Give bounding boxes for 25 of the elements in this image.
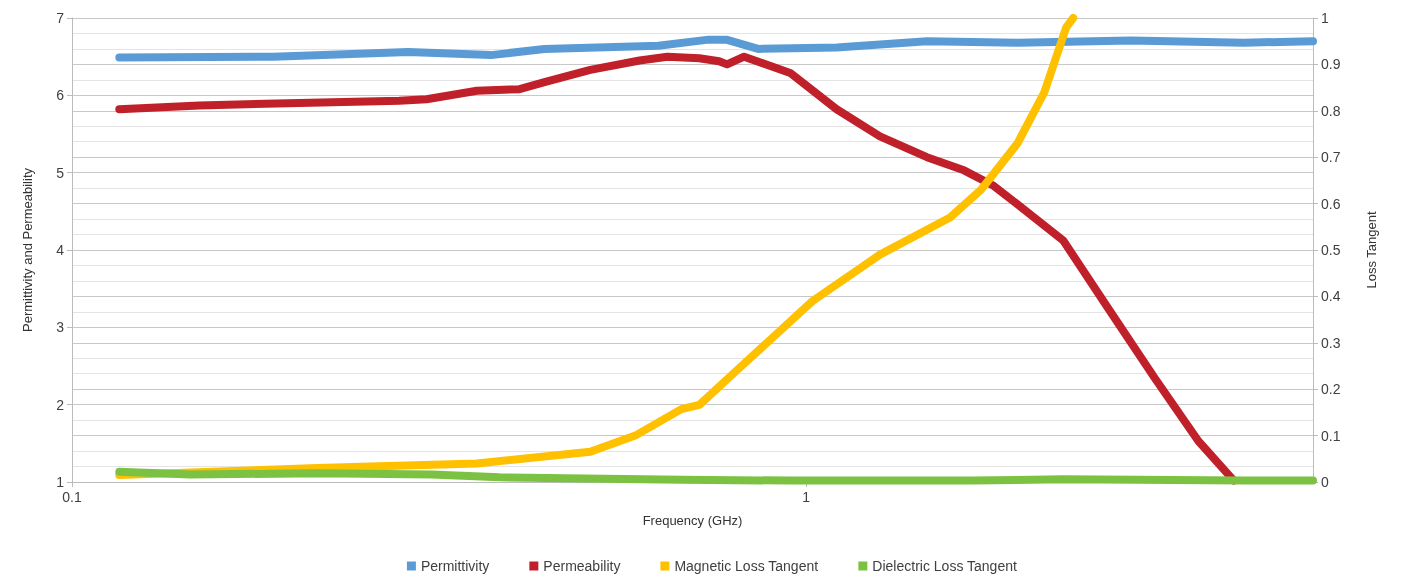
y2-tick-label: 0.4 [1321,288,1341,305]
legend-label: Magnetic Loss Tangent [674,558,819,574]
y-tick-label: 1 [56,474,65,490]
y2-tick-label: 0.7 [1321,149,1341,166]
legend-label: Permeability [543,558,621,574]
y2-tick-label: 0.8 [1321,102,1341,119]
legend-label: Permittivity [420,558,490,574]
y2-tick-label: 0.2 [1321,381,1341,398]
y-tick-label: 4 [56,242,65,258]
y2-tick-label: 0.9 [1321,56,1341,73]
y-tick-label: 5 [56,164,65,181]
y2-axis-title: Loss Tangent [1364,211,1379,289]
y2-tick-label: 0.1 [1321,427,1341,444]
x-axis-title: Frequency (GHz) [642,513,743,528]
y-tick-label: 2 [56,396,65,413]
legend-label: Dielectric Loss Tangent [872,558,1017,574]
y-axis-title: Permittivity and Permeability [20,167,35,332]
y-tick-label: 6 [56,87,65,104]
y2-tick-label: 0.3 [1321,334,1341,351]
y2-tick-label: 1 [1321,10,1329,26]
y2-tick-label: 0.6 [1321,195,1341,212]
y-tick-label: 7 [56,10,65,26]
y2-tick-label: 0.5 [1321,242,1341,258]
y2-tick-label: 0 [1321,474,1329,490]
y-tick-label: 3 [56,319,65,336]
